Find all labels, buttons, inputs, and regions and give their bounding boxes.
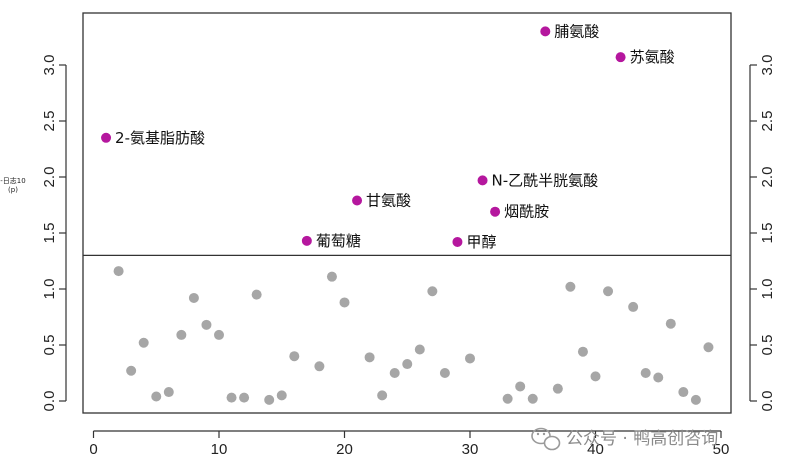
non-significant-point	[552, 383, 563, 394]
point-label: N-乙酰半胱氨酸	[492, 171, 599, 189]
non-significant-point	[264, 394, 275, 405]
left-tick-label: 1.5	[41, 223, 58, 244]
non-significant-point	[289, 351, 300, 362]
non-significant-point	[590, 371, 601, 382]
right-tick-label: 2.5	[759, 111, 776, 132]
non-significant-point	[565, 281, 576, 292]
non-significant-points	[113, 266, 714, 405]
right-tick-label: 2.0	[759, 167, 776, 188]
y-axis-title-line: (p)	[8, 186, 18, 194]
significant-point	[477, 175, 488, 186]
non-significant-point	[188, 292, 199, 303]
non-significant-point	[326, 271, 337, 282]
significant-point	[490, 206, 501, 217]
watermark-text: 公众号 · 鸭高创咨询	[566, 429, 718, 449]
point-label: 甘氨酸	[366, 192, 411, 210]
non-significant-point	[515, 381, 526, 392]
x-tick-label: 40	[587, 441, 604, 458]
watermark: 公众号 · 鸭高创咨询	[531, 427, 718, 451]
significant-point	[301, 235, 312, 246]
point-label: 苏氨酸	[630, 48, 675, 66]
non-significant-point	[339, 297, 350, 308]
non-significant-point	[201, 319, 212, 330]
non-significant-point	[603, 286, 614, 297]
non-significant-point	[276, 390, 287, 401]
non-significant-point	[377, 390, 388, 401]
significant-points	[101, 26, 626, 247]
left-y-axis: 0.0 0.5 1.0 1.5 2.0 2.5 3.0	[41, 55, 67, 412]
right-tick-label: 3.0	[759, 55, 776, 76]
wechat-icon	[531, 427, 561, 451]
non-significant-point	[151, 391, 162, 402]
non-significant-point	[703, 342, 714, 353]
x-tick-label: 30	[462, 441, 479, 458]
x-tick-label: 10	[211, 441, 228, 458]
non-significant-point	[226, 392, 237, 403]
non-significant-point	[678, 387, 689, 398]
left-tick-label: 3.0	[41, 55, 58, 76]
non-significant-point	[126, 365, 137, 376]
right-tick-label: 0.0	[759, 391, 776, 412]
left-tick-label: 1.0	[41, 279, 58, 300]
significant-point	[540, 26, 551, 37]
y-axis-title: -日志10(p)	[0, 176, 25, 194]
non-significant-point	[465, 353, 475, 364]
non-significant-point	[138, 337, 149, 348]
x-axis: 0 10 20 30 40 50	[89, 430, 730, 458]
non-significant-point	[439, 368, 450, 378]
left-tick-label: 0.5	[41, 335, 58, 356]
non-significant-point	[690, 394, 701, 405]
right-tick-label: 1.0	[759, 279, 776, 300]
non-significant-point	[427, 286, 438, 297]
non-significant-point	[628, 301, 639, 312]
non-significant-point	[163, 387, 174, 398]
non-significant-point	[527, 393, 538, 404]
plot-box	[82, 12, 732, 414]
significant-point	[452, 236, 463, 247]
x-tick-label: 20	[336, 441, 353, 458]
non-significant-point	[665, 318, 676, 329]
non-significant-point	[176, 329, 187, 340]
right-y-axis: 0.0 0.5 1.0 1.5 2.0 2.5 3.0	[749, 55, 776, 412]
point-label: 2-氨基脂肪酸	[115, 129, 205, 147]
significant-point	[101, 132, 112, 143]
x-tick-label: 0	[89, 441, 97, 458]
non-significant-point	[389, 368, 400, 378]
non-significant-point	[364, 352, 375, 363]
left-tick-label: 2.5	[41, 111, 58, 132]
right-tick-label: 0.5	[759, 335, 776, 356]
significant-point	[352, 195, 363, 206]
non-significant-point	[640, 368, 651, 378]
y-axis-title-line: -日志10	[0, 176, 25, 185]
point-label: 烟酰胺	[504, 203, 549, 221]
plot-frame	[82, 12, 732, 414]
left-tick-label: 2.0	[41, 167, 58, 188]
non-significant-point	[251, 289, 262, 300]
point-label: 脯氨酸	[554, 22, 599, 40]
non-significant-point	[402, 359, 413, 370]
non-significant-point	[314, 361, 325, 372]
x-tick-label: 50	[713, 441, 730, 458]
non-significant-point	[577, 346, 588, 357]
non-significant-point	[214, 329, 224, 340]
significant-point	[615, 52, 626, 63]
non-significant-point	[113, 266, 124, 277]
point-label: 甲醇	[466, 233, 496, 251]
non-significant-point	[653, 372, 664, 383]
left-tick-label: 0.0	[41, 391, 58, 412]
non-significant-point	[414, 344, 425, 355]
right-tick-label: 1.5	[759, 223, 776, 244]
non-significant-point	[502, 393, 513, 404]
non-significant-point	[239, 392, 250, 403]
point-label: 葡萄糖	[316, 232, 361, 250]
